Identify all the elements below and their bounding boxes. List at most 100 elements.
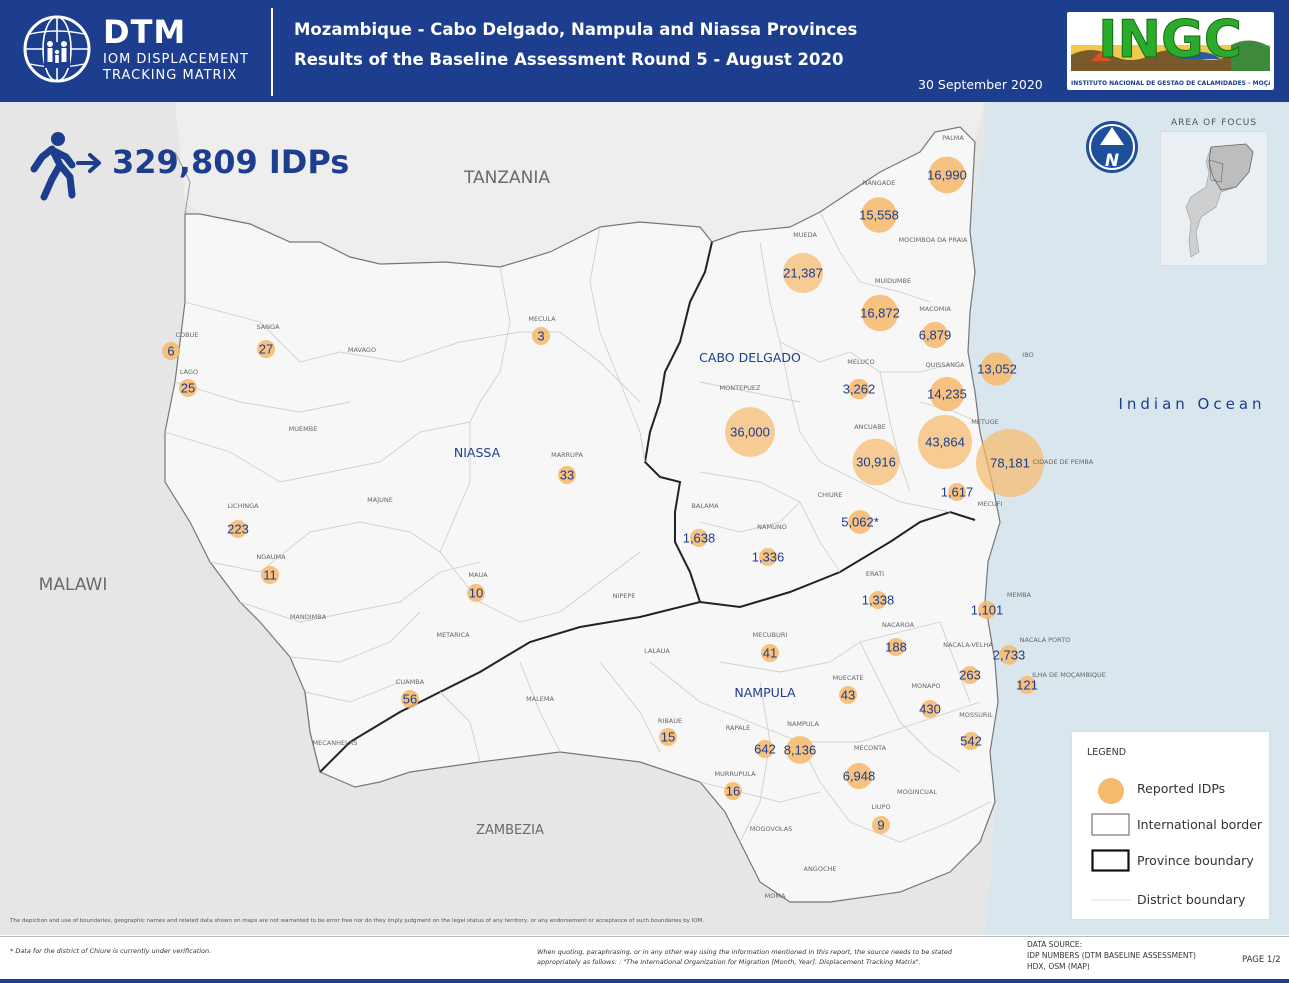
idp-bubble-meluco: [848, 378, 870, 400]
legend-label-international-border: International border: [1137, 817, 1263, 832]
data-source: DATA SOURCE: IDP NUMBERS (DTM BASELINE A…: [1027, 939, 1227, 972]
district-label-mocimboa-da-praia: MOCIMBOA DA PRAIA: [898, 236, 968, 244]
idp-bubble-macomia: [921, 321, 949, 349]
idp-bubble-lichinga: [229, 520, 247, 538]
idp-value-murrupula: 16: [726, 784, 740, 799]
idp-bubble-nangade: [861, 197, 897, 233]
svg-text:INGC: INGC: [1098, 15, 1242, 70]
idp-bubble-ngauma: [261, 566, 279, 584]
ingc-logo: INGC INSTITUTO NACIONAL DE GESTÃO DE CAL…: [1067, 12, 1274, 90]
header-divider: [271, 8, 273, 96]
idp-bubble-metuge: [917, 414, 973, 470]
district-label-meluco: MELUCO: [847, 358, 874, 366]
legend: LEGEND Reported IDPs International borde…: [1071, 731, 1270, 920]
province-boundary-nampula: [319, 510, 976, 773]
district-label-nangade: NANGADE: [863, 179, 896, 187]
district-label-metuge: METUGE: [971, 418, 999, 426]
idp-bubble-montepuez: [725, 407, 775, 457]
district-label-nacala-porto: NACALA PORTO: [1020, 636, 1071, 644]
idp-value-metuge: 43,864: [925, 435, 965, 450]
district-label-nacala-velha: NACALA-VELHA: [943, 641, 993, 649]
idp-bubble-nacala-porto: [999, 645, 1019, 665]
svg-text:N: N: [1105, 151, 1119, 171]
district-label-nacaroa: NACAROA: [882, 621, 915, 629]
iom-logo-icon: [23, 15, 91, 83]
district-label-balama: BALAMA: [691, 502, 719, 510]
district-label-lichinga: LICHINGA: [227, 502, 259, 510]
label-zambezia: ZAMBEZIA: [476, 823, 544, 838]
idp-bubble-balama: [690, 529, 708, 547]
idp-value-muecate: 43: [841, 688, 855, 703]
district-label-macomia: MACOMIA: [919, 305, 951, 313]
idp-value-cuamba: 56: [403, 692, 417, 707]
idp-value-mossuril: 542: [960, 734, 982, 749]
district-label-ribaue: RIBAUE: [658, 717, 682, 725]
district-label-mogincual: MOGINCUAL: [897, 788, 937, 796]
label-province-cabo-delgado: CABO DELGADO: [699, 350, 801, 365]
idp-value-cobue: 6: [167, 344, 174, 359]
idp-bubble-mossuril: [962, 732, 980, 750]
district-label-sanga: SANGA: [256, 323, 280, 331]
idp-value-mecula: 3: [537, 329, 544, 344]
legend-label-district-boundary: District boundary: [1137, 892, 1246, 907]
label-province-nampula: NAMPULA: [734, 685, 796, 700]
idp-bubble-meconta: [845, 762, 873, 790]
area-of-focus-inset: AREA OF FOCUS: [1160, 114, 1268, 266]
province-boundary-niassa-cabo: [643, 241, 713, 603]
district-label-lago: LAGO: [180, 368, 198, 376]
district-label-mueda: MUEDA: [793, 231, 817, 239]
idp-value-namuno: 1,336: [752, 550, 785, 565]
idp-value-mueda: 21,387: [783, 266, 823, 281]
idp-value-palma: 16,990: [927, 168, 967, 183]
dtm-subtitle-2: TRACKING MATRIX: [103, 68, 238, 83]
district-label-quissanga: QUISSANGA: [926, 361, 966, 369]
district-label-nipepe: NIPEPE: [613, 592, 636, 600]
district-label-montepuez: MONTEPUEZ: [720, 384, 761, 392]
datasource-line-2: HDX, OSM (MAP): [1027, 962, 1090, 971]
district-label-muidumbe: MUIDUMBE: [875, 277, 911, 285]
idp-bubble-ilha-de-mo-ambique: [1018, 676, 1036, 694]
idp-bubble-nacala-velha: [961, 666, 979, 684]
district-label-monapo: MONAPO: [911, 682, 940, 690]
district-label-moma: MOMA: [765, 892, 786, 900]
citation-line-2: appropriately as follows: : "The Interna…: [537, 958, 921, 966]
idp-bubble-mecula: [532, 327, 550, 345]
idp-value-erati: 1,338: [862, 593, 895, 608]
idp-bubbles: 16,990 PALMA 15,558 NANGADE MOCIMBOA DA PRAI…: [162, 134, 1106, 834]
label-malawi: MALAWI: [39, 575, 108, 595]
label-tanzania: TANZANIA: [463, 168, 550, 188]
district-label-chiure: CHIURE: [818, 491, 843, 499]
idp-value-memba: 1,101: [971, 603, 1004, 618]
idp-value-nampula: 8,136: [784, 743, 817, 758]
district-label-maua: MAUA: [468, 571, 488, 579]
district-label-malema: MALEMA: [526, 695, 554, 703]
citation-line-1: When quoting, paraphrasing, or in any ot…: [537, 948, 953, 956]
report-subtitle: Results of the Baseline Assessment Round…: [294, 50, 844, 69]
idp-bubble-marrupa: [558, 466, 576, 484]
citation-note: When quoting, paraphrasing, or in any ot…: [537, 947, 967, 967]
district-label-ancuabe: ANCUABE: [854, 423, 886, 431]
legend-label-reported-idps: Reported IDPs: [1137, 781, 1226, 796]
district-boundaries: [164, 211, 991, 843]
mozambique-inset-map: [1161, 132, 1267, 265]
idp-bubble-mueda: [782, 252, 824, 294]
legend-province-boundary-symbol: [1091, 849, 1130, 872]
district-label-mandimba: MANDIMBA: [290, 613, 327, 621]
district-label-mavago: MAVAGO: [348, 346, 376, 354]
district-label-mecanhelas: MECANHELAS: [313, 739, 358, 747]
label-indian-ocean: Indian Ocean: [1118, 395, 1265, 413]
idp-bubble-lago: [179, 379, 197, 397]
idp-bubble-memba: [978, 601, 996, 619]
district-label-mecuburi: MECUBURI: [753, 631, 788, 639]
idp-value-quissanga: 14,235: [927, 387, 967, 402]
idp-bubble-palma: [928, 156, 966, 194]
idp-bubble-chiure: [848, 510, 872, 534]
idp-value-marrupa: 33: [560, 468, 574, 483]
page-number: PAGE 1/2: [1242, 955, 1281, 965]
report-date: 30 September 2020: [918, 77, 1043, 92]
idp-bubble-muecate: [839, 686, 857, 704]
person-walking-arrow-icon: [30, 132, 101, 201]
legend-label-province-boundary: Province boundary: [1137, 853, 1254, 868]
idp-bubble-sanga: [257, 340, 275, 358]
idp-bubble-muidumbe: [861, 294, 899, 332]
